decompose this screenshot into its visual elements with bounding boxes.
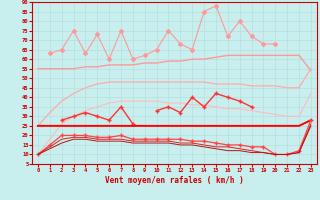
X-axis label: Vent moyen/en rafales ( km/h ): Vent moyen/en rafales ( km/h )	[105, 176, 244, 185]
